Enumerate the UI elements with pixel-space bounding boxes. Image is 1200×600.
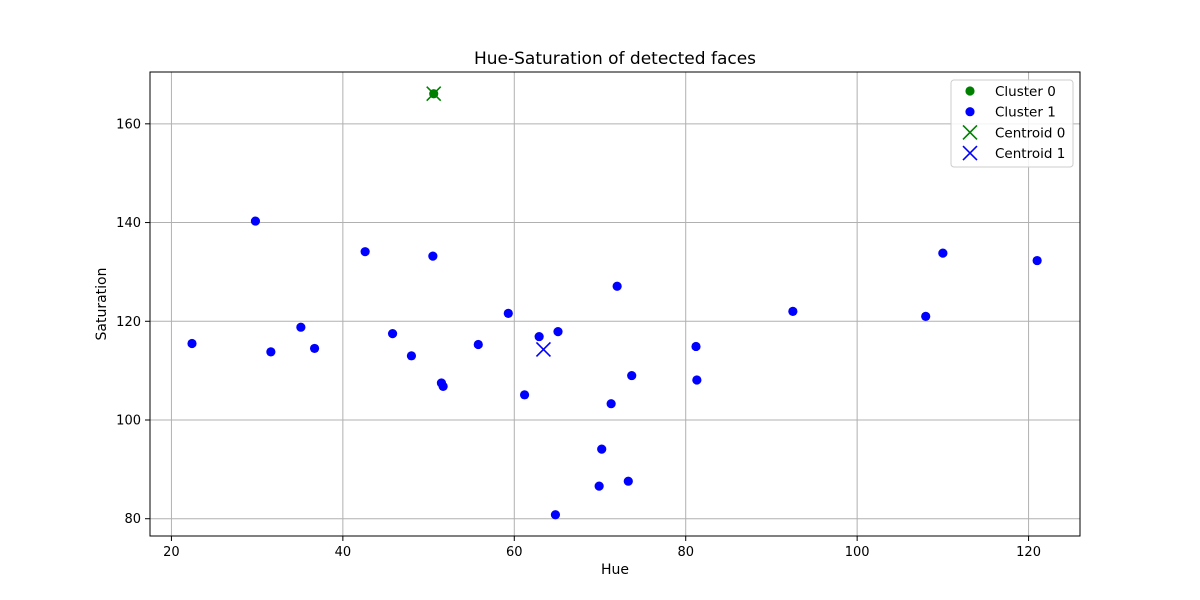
scatter-point [296, 322, 306, 332]
scatter-point [788, 306, 798, 317]
scatter-point [938, 248, 948, 258]
y-tick-label: 140 [116, 216, 141, 231]
scatter-point [606, 399, 616, 409]
scatter-point [187, 338, 197, 349]
scatter-point [438, 381, 448, 392]
scatter-point [692, 375, 702, 385]
x-tick-label: 80 [677, 545, 694, 560]
legend-marker [962, 124, 978, 140]
legend-label: Cluster 1 [995, 105, 1056, 121]
legend-box [950, 79, 1074, 168]
scatter-point [309, 343, 320, 354]
scatter-point [266, 347, 276, 357]
centroid-marker [426, 86, 442, 102]
legend-marker [965, 86, 975, 96]
scatter-point [250, 216, 261, 226]
axis-ticks: 20 40 60 80 100 120 80 100 120 140 160 [116, 117, 1041, 560]
scatter-point [1032, 255, 1042, 266]
x-tick-label: 40 [335, 545, 352, 560]
scatter-point [623, 476, 633, 486]
scatter-point [519, 390, 530, 400]
scatter-point [406, 351, 417, 361]
x-tick-label: 120 [1016, 545, 1041, 560]
legend: Cluster 0 Cluster 1 Centroid 0 Centroid 1 [950, 79, 1074, 168]
grid-lines [150, 72, 1080, 536]
scatter-point [553, 327, 563, 337]
scatter-point [503, 308, 513, 318]
plot-frame [149, 71, 1081, 537]
y-axis-label: Saturation [94, 268, 110, 341]
chart-title: Hue-Saturation of detected faces [474, 49, 756, 69]
y-tick-label: 100 [116, 414, 141, 429]
x-tick-label: 20 [163, 545, 180, 560]
scatter-point [612, 281, 622, 291]
scatter-point [597, 444, 607, 454]
legend-label: Centroid 1 [995, 146, 1065, 162]
data-points [187, 86, 1042, 520]
legend-label: Cluster 0 [995, 84, 1056, 100]
scatter-point [428, 251, 438, 261]
x-tick-label: 60 [506, 545, 523, 560]
scatter-point [534, 331, 544, 342]
scatter-point [360, 247, 370, 257]
legend-marker [962, 145, 978, 161]
scatter-point [921, 311, 931, 321]
scatter-point [691, 341, 701, 352]
scatter-point [387, 329, 398, 339]
x-tick-label: 100 [845, 545, 870, 560]
legend-marker [965, 107, 975, 117]
y-tick-label: 120 [116, 315, 141, 330]
scatter-point [473, 339, 483, 350]
legend-label: Centroid 0 [995, 125, 1065, 141]
plot-area [150, 72, 1080, 536]
y-tick-label: 160 [116, 117, 141, 132]
y-tick-label: 80 [124, 512, 141, 527]
centroid-marker [535, 341, 551, 357]
x-axis-label: Hue [601, 562, 629, 578]
scatter-point [594, 481, 604, 491]
scatter-point [550, 510, 561, 520]
scatter-point [627, 370, 637, 381]
